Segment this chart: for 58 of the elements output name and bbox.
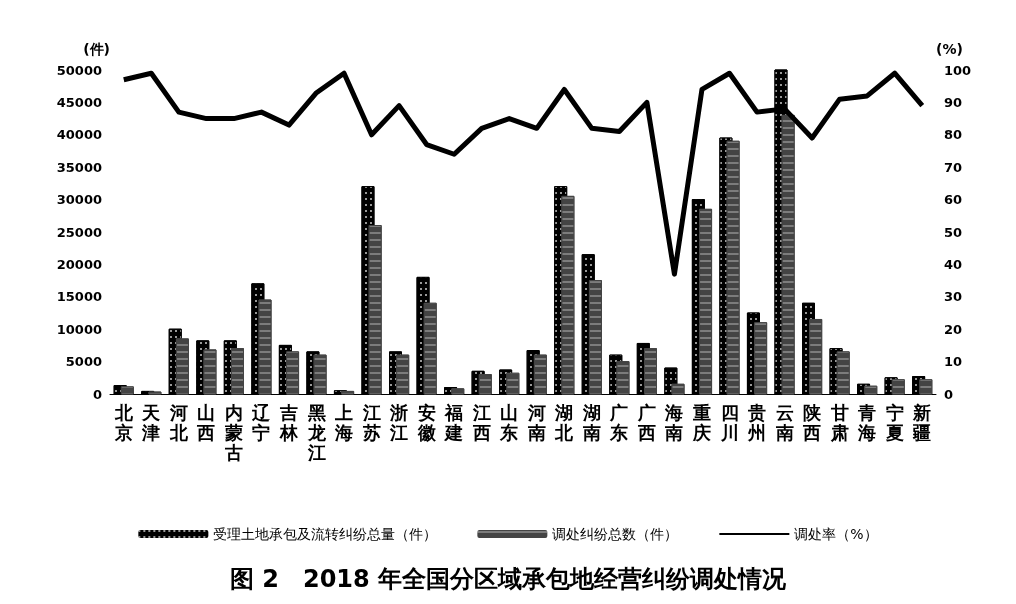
y-tick-label: 0 bbox=[92, 386, 102, 402]
y2-tick-label: 30 bbox=[944, 289, 963, 305]
x-tick-label: 江西 bbox=[471, 401, 491, 443]
y2-tick-label: 90 bbox=[944, 94, 963, 110]
y-tick-label: 50000 bbox=[56, 62, 102, 78]
y2-tick-label: 70 bbox=[944, 159, 963, 175]
text: 图 2 2018 年全国分区域承包地经营纠纷调处情况 bbox=[229, 565, 788, 593]
x-tick-label: 云南 bbox=[774, 401, 794, 443]
x-tick-label: 陕西 bbox=[802, 401, 822, 443]
x-tick-label: 甘肃 bbox=[829, 401, 849, 443]
legend-label: 调处纠纷总数（件） bbox=[552, 526, 679, 542]
y-tick-label: 30000 bbox=[56, 192, 102, 208]
y-axis-title: (件) bbox=[83, 41, 110, 57]
y2-tick-label: 40 bbox=[944, 256, 963, 272]
x-tick-label: 广东 bbox=[609, 401, 629, 443]
x-tick-label: 广西 bbox=[636, 401, 656, 443]
x-tick-label: 青海 bbox=[857, 401, 877, 443]
x-tick-label: 海南 bbox=[664, 401, 684, 443]
x-tick-label: 贵州 bbox=[747, 401, 767, 443]
x-tick-label: 山东 bbox=[499, 401, 519, 443]
y-tick-label: 25000 bbox=[56, 224, 102, 240]
legend-label: 调处率（%） bbox=[794, 526, 878, 542]
y2-axis-title: (%) bbox=[936, 41, 963, 57]
x-tick-label: 内蒙古 bbox=[223, 401, 243, 463]
x-tick-label: 湖南 bbox=[581, 401, 601, 443]
x-tick-label: 重庆 bbox=[691, 401, 711, 443]
legend-label: 受理土地承包及流转纠纷总量（件） bbox=[213, 526, 438, 542]
x-tick-label: 新疆 bbox=[912, 401, 932, 443]
x-tick-label: 吉林 bbox=[278, 401, 299, 443]
x-tick-label: 辽宁 bbox=[251, 401, 272, 443]
x-tick-label: 山西 bbox=[196, 401, 216, 443]
y-tick-label: 40000 bbox=[56, 127, 102, 143]
y-tick-label: 15000 bbox=[56, 289, 102, 305]
y2-tick-label: 10 bbox=[944, 354, 963, 370]
x-tick-label: 湖北 bbox=[554, 401, 575, 443]
x-tick-label: 河南 bbox=[526, 401, 546, 443]
y-tick-label: 20000 bbox=[56, 256, 102, 272]
y2-tick-label: 20 bbox=[944, 321, 963, 337]
x-tick-label: 安徽 bbox=[416, 401, 437, 443]
x-tick-label: 四川 bbox=[719, 401, 739, 443]
y2-tick-label: 50 bbox=[944, 224, 963, 240]
x-tick-label: 上海 bbox=[334, 401, 354, 443]
x-tick-label: 浙江 bbox=[389, 401, 409, 443]
x-tick-label: 天津 bbox=[141, 401, 161, 443]
x-tick-label: 黑龙江 bbox=[306, 401, 327, 463]
y2-tick-label: 60 bbox=[944, 192, 963, 208]
y-tick-label: 35000 bbox=[56, 159, 102, 175]
y-tick-label: 10000 bbox=[56, 321, 102, 337]
x-tick-label: 河北 bbox=[168, 401, 189, 443]
x-tick-label: 福建 bbox=[443, 401, 464, 443]
y-tick-label: 45000 bbox=[56, 94, 102, 110]
x-tick-label: 北京 bbox=[113, 401, 134, 443]
x-tick-label: 宁夏 bbox=[884, 401, 904, 443]
y2-tick-label: 80 bbox=[944, 127, 963, 143]
y2-tick-label: 0 bbox=[944, 386, 954, 402]
x-tick-label: 江苏 bbox=[361, 401, 381, 443]
y-tick-label: 5000 bbox=[65, 354, 102, 370]
y2-tick-label: 100 bbox=[944, 62, 972, 78]
